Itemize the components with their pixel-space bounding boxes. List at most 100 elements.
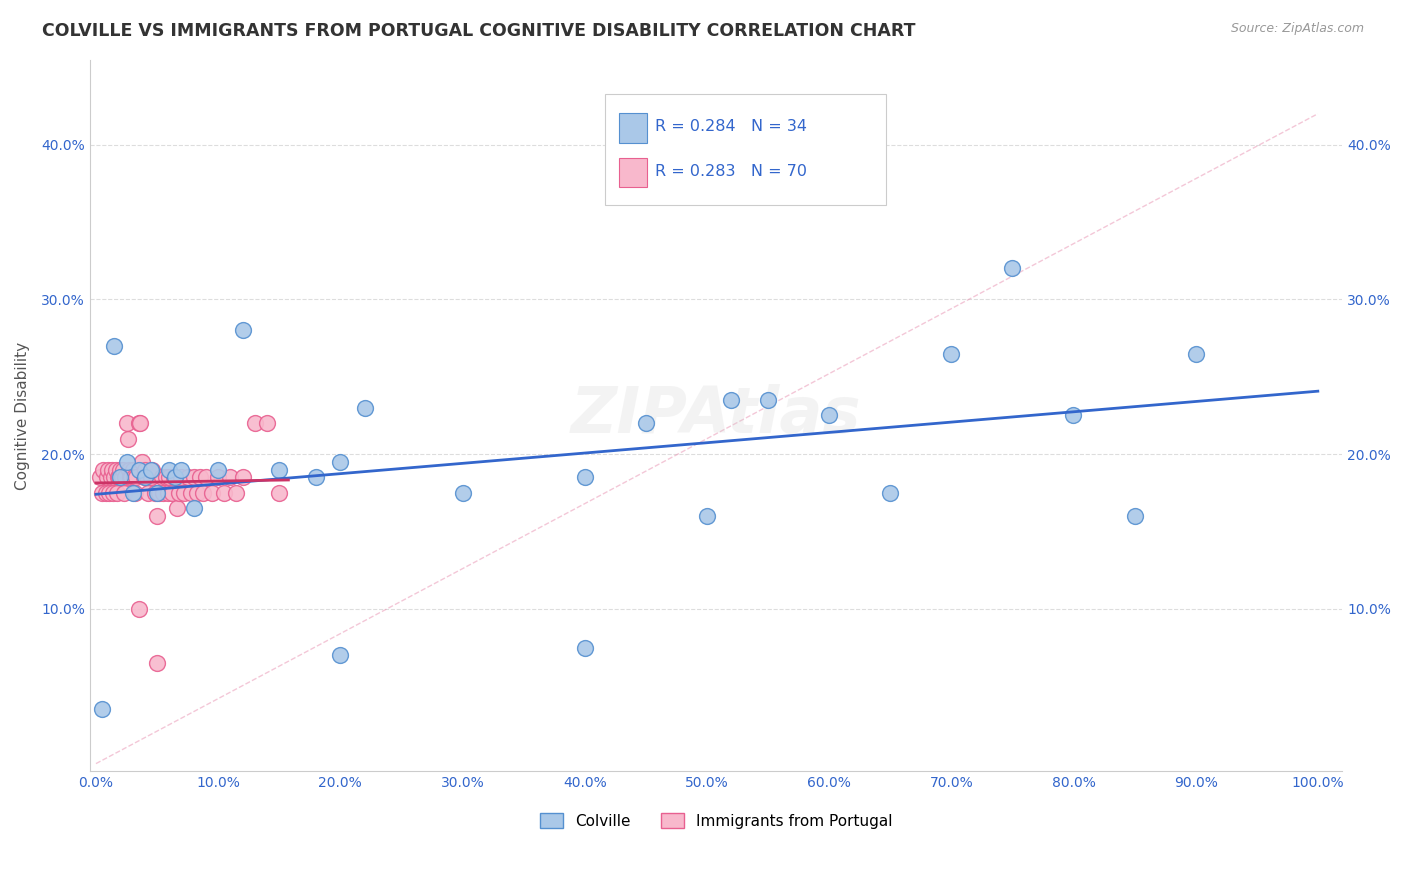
Point [129, 416, 152, 430]
Point [170, 470, 193, 484]
Point [128, 602, 150, 616]
Point [110, 462, 132, 476]
Point [634, 416, 657, 430]
Point [120, 470, 142, 484]
Point [329, 648, 352, 663]
Point [89, 470, 111, 484]
Point [212, 486, 235, 500]
Point [121, 462, 143, 476]
Point [170, 462, 193, 476]
Point [574, 640, 596, 655]
Point [173, 486, 195, 500]
Point [97, 462, 120, 476]
Point [269, 486, 291, 500]
Point [103, 339, 125, 353]
Point [121, 486, 143, 500]
Point [1001, 261, 1024, 276]
Text: Source: ZipAtlas.com: Source: ZipAtlas.com [1230, 22, 1364, 36]
Point [160, 486, 183, 500]
Point [941, 346, 963, 360]
Point [574, 470, 596, 484]
Point [193, 486, 215, 500]
Point [120, 470, 142, 484]
Point [96, 470, 118, 484]
Point [720, 392, 742, 407]
Point [194, 470, 217, 484]
Point [91, 702, 114, 716]
Point [146, 486, 169, 500]
Point [91, 486, 114, 500]
Point [155, 470, 177, 484]
Point [167, 486, 190, 500]
Point [157, 462, 180, 476]
Point [157, 470, 180, 484]
Point [180, 486, 202, 500]
Point [108, 470, 131, 484]
Point [353, 401, 375, 415]
Point [146, 509, 169, 524]
Point [118, 462, 141, 476]
Point [176, 470, 198, 484]
Point [139, 462, 162, 476]
Point [125, 470, 148, 484]
Point [104, 462, 127, 476]
Point [131, 455, 153, 469]
Point [256, 416, 278, 430]
Point [163, 470, 186, 484]
Point [101, 486, 124, 500]
Point [150, 470, 173, 484]
Point [115, 416, 138, 430]
Point [166, 501, 188, 516]
Point [1184, 346, 1206, 360]
Point [329, 455, 352, 469]
Point [183, 470, 205, 484]
Point [879, 486, 901, 500]
Point [111, 462, 134, 476]
Text: R = 0.284   N = 34: R = 0.284 N = 34 [655, 120, 807, 134]
Point [139, 470, 162, 484]
Point [305, 470, 328, 484]
Point [146, 656, 169, 670]
Point [152, 486, 174, 500]
Point [94, 486, 117, 500]
Point [112, 486, 135, 500]
Point [201, 486, 224, 500]
Point [232, 470, 254, 484]
Point [219, 470, 242, 484]
Point [91, 462, 114, 476]
Point [225, 486, 247, 500]
Point [122, 470, 145, 484]
Text: COLVILLE VS IMMIGRANTS FROM PORTUGAL COGNITIVE DISABILITY CORRELATION CHART: COLVILLE VS IMMIGRANTS FROM PORTUGAL COG… [42, 22, 915, 40]
Point [105, 486, 128, 500]
Y-axis label: Cognitive Disability: Cognitive Disability [15, 342, 30, 490]
Point [141, 462, 163, 476]
Point [186, 486, 208, 500]
Point [110, 470, 132, 484]
Point [132, 470, 155, 484]
Point [115, 455, 138, 469]
Point [269, 462, 291, 476]
Point [165, 470, 187, 484]
Point [100, 470, 122, 484]
Point [138, 486, 160, 500]
Point [1123, 509, 1146, 524]
Point [243, 416, 266, 430]
Text: ZIPAtlas: ZIPAtlas [571, 384, 862, 447]
Point [756, 392, 779, 407]
Point [188, 470, 211, 484]
Point [128, 416, 150, 430]
Point [98, 486, 121, 500]
Text: R = 0.283   N = 70: R = 0.283 N = 70 [655, 164, 807, 178]
Point [124, 486, 146, 500]
Point [110, 470, 132, 484]
Point [818, 409, 841, 423]
Point [157, 486, 180, 500]
Point [183, 501, 205, 516]
Point [143, 486, 166, 500]
Point [451, 486, 474, 500]
Point [114, 470, 136, 484]
Point [136, 470, 159, 484]
Point [696, 509, 718, 524]
Point [148, 486, 170, 500]
Point [117, 432, 139, 446]
